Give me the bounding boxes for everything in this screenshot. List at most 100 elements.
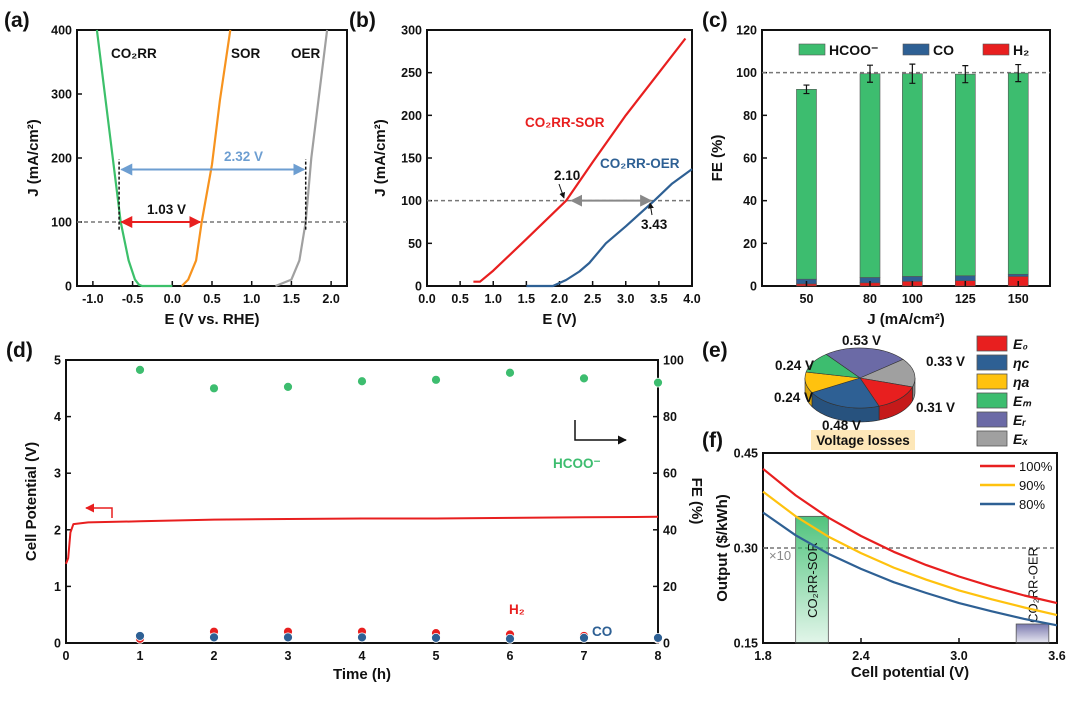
pie-slice	[811, 377, 880, 409]
legend-label: Eₓ	[1013, 431, 1028, 447]
legend-label: H₂	[1013, 42, 1029, 58]
y-tick-label: 2	[54, 523, 61, 537]
series-label-co2rr-oer: CO₂RR-OER	[600, 156, 680, 171]
y-axis-title: Cell Potential (V)	[23, 442, 40, 561]
y-tick-label: 200	[401, 109, 422, 123]
y-tick-label: 400	[51, 24, 72, 38]
pie-slice	[825, 347, 904, 379]
fe-point-co	[209, 632, 219, 643]
y-tick-label: 200	[51, 152, 72, 166]
bar-label: CO₂RR-OER	[1026, 547, 1041, 623]
x-tick-label: 1.5	[518, 292, 535, 306]
fe-point-hcoo	[653, 377, 663, 388]
y2-tick-label: 80	[663, 410, 677, 424]
y-axis-title: FE (%)	[709, 135, 726, 182]
fe-point-co	[505, 633, 515, 644]
y-axis-title: Output ($/kWh)	[714, 494, 731, 601]
panel-label: (e)	[702, 339, 728, 362]
y-tick-label: 80	[743, 109, 757, 123]
y-axis-title: J (mA/cm²)	[25, 119, 42, 197]
pie-value-label: 0.48 V	[822, 418, 861, 433]
x-tick-label: 0.5	[203, 292, 220, 306]
pointer-arrow	[558, 183, 566, 199]
series-label-co2rr: CO₂RR	[111, 46, 157, 61]
x-tick-label: 0.0	[164, 292, 181, 306]
x-tick-label: 3.0	[617, 292, 634, 306]
x-tick-label: 2.5	[584, 292, 601, 306]
legend-swatch	[902, 43, 930, 56]
x-tick-label: 3.0	[950, 649, 967, 663]
bar-co	[1007, 273, 1029, 277]
fe-point-hcoo	[579, 373, 589, 384]
gap-label-small: 1.03 V	[147, 202, 186, 217]
plot-frame	[65, 359, 659, 644]
y-tick-label: 0.30	[734, 542, 758, 556]
x-tick-label: 5	[433, 649, 440, 663]
x-axis-title: Cell potential (V)	[851, 664, 969, 681]
x-tick-label: 0	[63, 649, 70, 663]
x-axis-title: J (mA/cm²)	[867, 311, 945, 328]
y-tick-label: 300	[51, 88, 72, 102]
pie-value-label: 0.33 V	[926, 354, 965, 369]
pie-value-label: 0.31 V	[916, 400, 955, 415]
pie-slice	[805, 354, 861, 379]
bar-hcoo	[1007, 72, 1029, 275]
y-tick-label: 250	[401, 66, 422, 80]
error-bar	[867, 64, 873, 83]
y-tick-label: 3	[54, 467, 61, 481]
y2-tick-label: 40	[663, 523, 677, 537]
fe-point-co	[357, 632, 367, 643]
y-tick-label: 120	[736, 24, 757, 38]
x-tick-label: 7	[581, 649, 588, 663]
x-tick-label: 3.5	[650, 292, 667, 306]
x-tick-label: 4.0	[683, 292, 700, 306]
y-tick-label: 150	[401, 152, 422, 166]
y2-tick-label: 20	[663, 580, 677, 594]
x-tick-label: -1.0	[82, 292, 104, 306]
y2-tick-label: 0	[663, 637, 670, 651]
pointer-arrow	[647, 202, 654, 216]
bar-hcoo	[954, 73, 976, 277]
series-line-100pct	[762, 467, 1058, 605]
potential-line	[65, 515, 659, 565]
y-tick-label: 1	[54, 580, 61, 594]
x-tick-label: 2	[211, 649, 218, 663]
x-tick-label: 100	[902, 292, 923, 306]
fe-point-hcoo	[431, 374, 441, 385]
pie-value-label: 0.53 V	[842, 333, 881, 348]
x-tick-label: 0.5	[451, 292, 468, 306]
x-tick-label: 1	[137, 649, 144, 663]
y-tick-label: 100	[51, 216, 72, 230]
series-line-co2rr	[95, 29, 173, 288]
legend-label: Eₘ	[1013, 393, 1032, 409]
x-tick-label: 3.6	[1048, 649, 1065, 663]
series-line-80pct	[762, 511, 1058, 627]
error-bar	[962, 65, 969, 84]
pie-slice	[859, 377, 913, 407]
y2-axis-title: FE (%)	[688, 478, 705, 525]
legend-swatch	[798, 43, 826, 56]
y-tick-label: 0	[750, 280, 757, 294]
legend-swatch	[976, 354, 1008, 371]
x-axis-title: Time (h)	[333, 666, 391, 683]
legend-label: HCOO⁻	[829, 42, 878, 58]
legend-swatch	[976, 392, 1008, 409]
fe-point-co	[135, 631, 145, 641]
voltage-label-oer: 3.43	[641, 217, 668, 232]
series-label-hcoo: HCOO⁻	[553, 456, 601, 471]
series-label-oer: OER	[291, 46, 321, 61]
panel-label: (f)	[702, 429, 723, 452]
series-label-co: CO	[592, 624, 612, 639]
x-axis-title: E (V)	[542, 311, 576, 328]
x-tick-label: 50	[800, 292, 814, 306]
legend-label: 90%	[1019, 478, 1045, 493]
x-tick-label: 2.4	[852, 649, 869, 663]
legend-swatch	[976, 373, 1008, 390]
series-line-90pct	[762, 490, 1058, 617]
y-tick-label: 60	[743, 152, 757, 166]
fe-point-co	[653, 633, 663, 643]
fe-point-co	[283, 632, 293, 643]
legend-swatch	[976, 430, 1008, 447]
gap-label-large: 2.32 V	[224, 149, 263, 164]
